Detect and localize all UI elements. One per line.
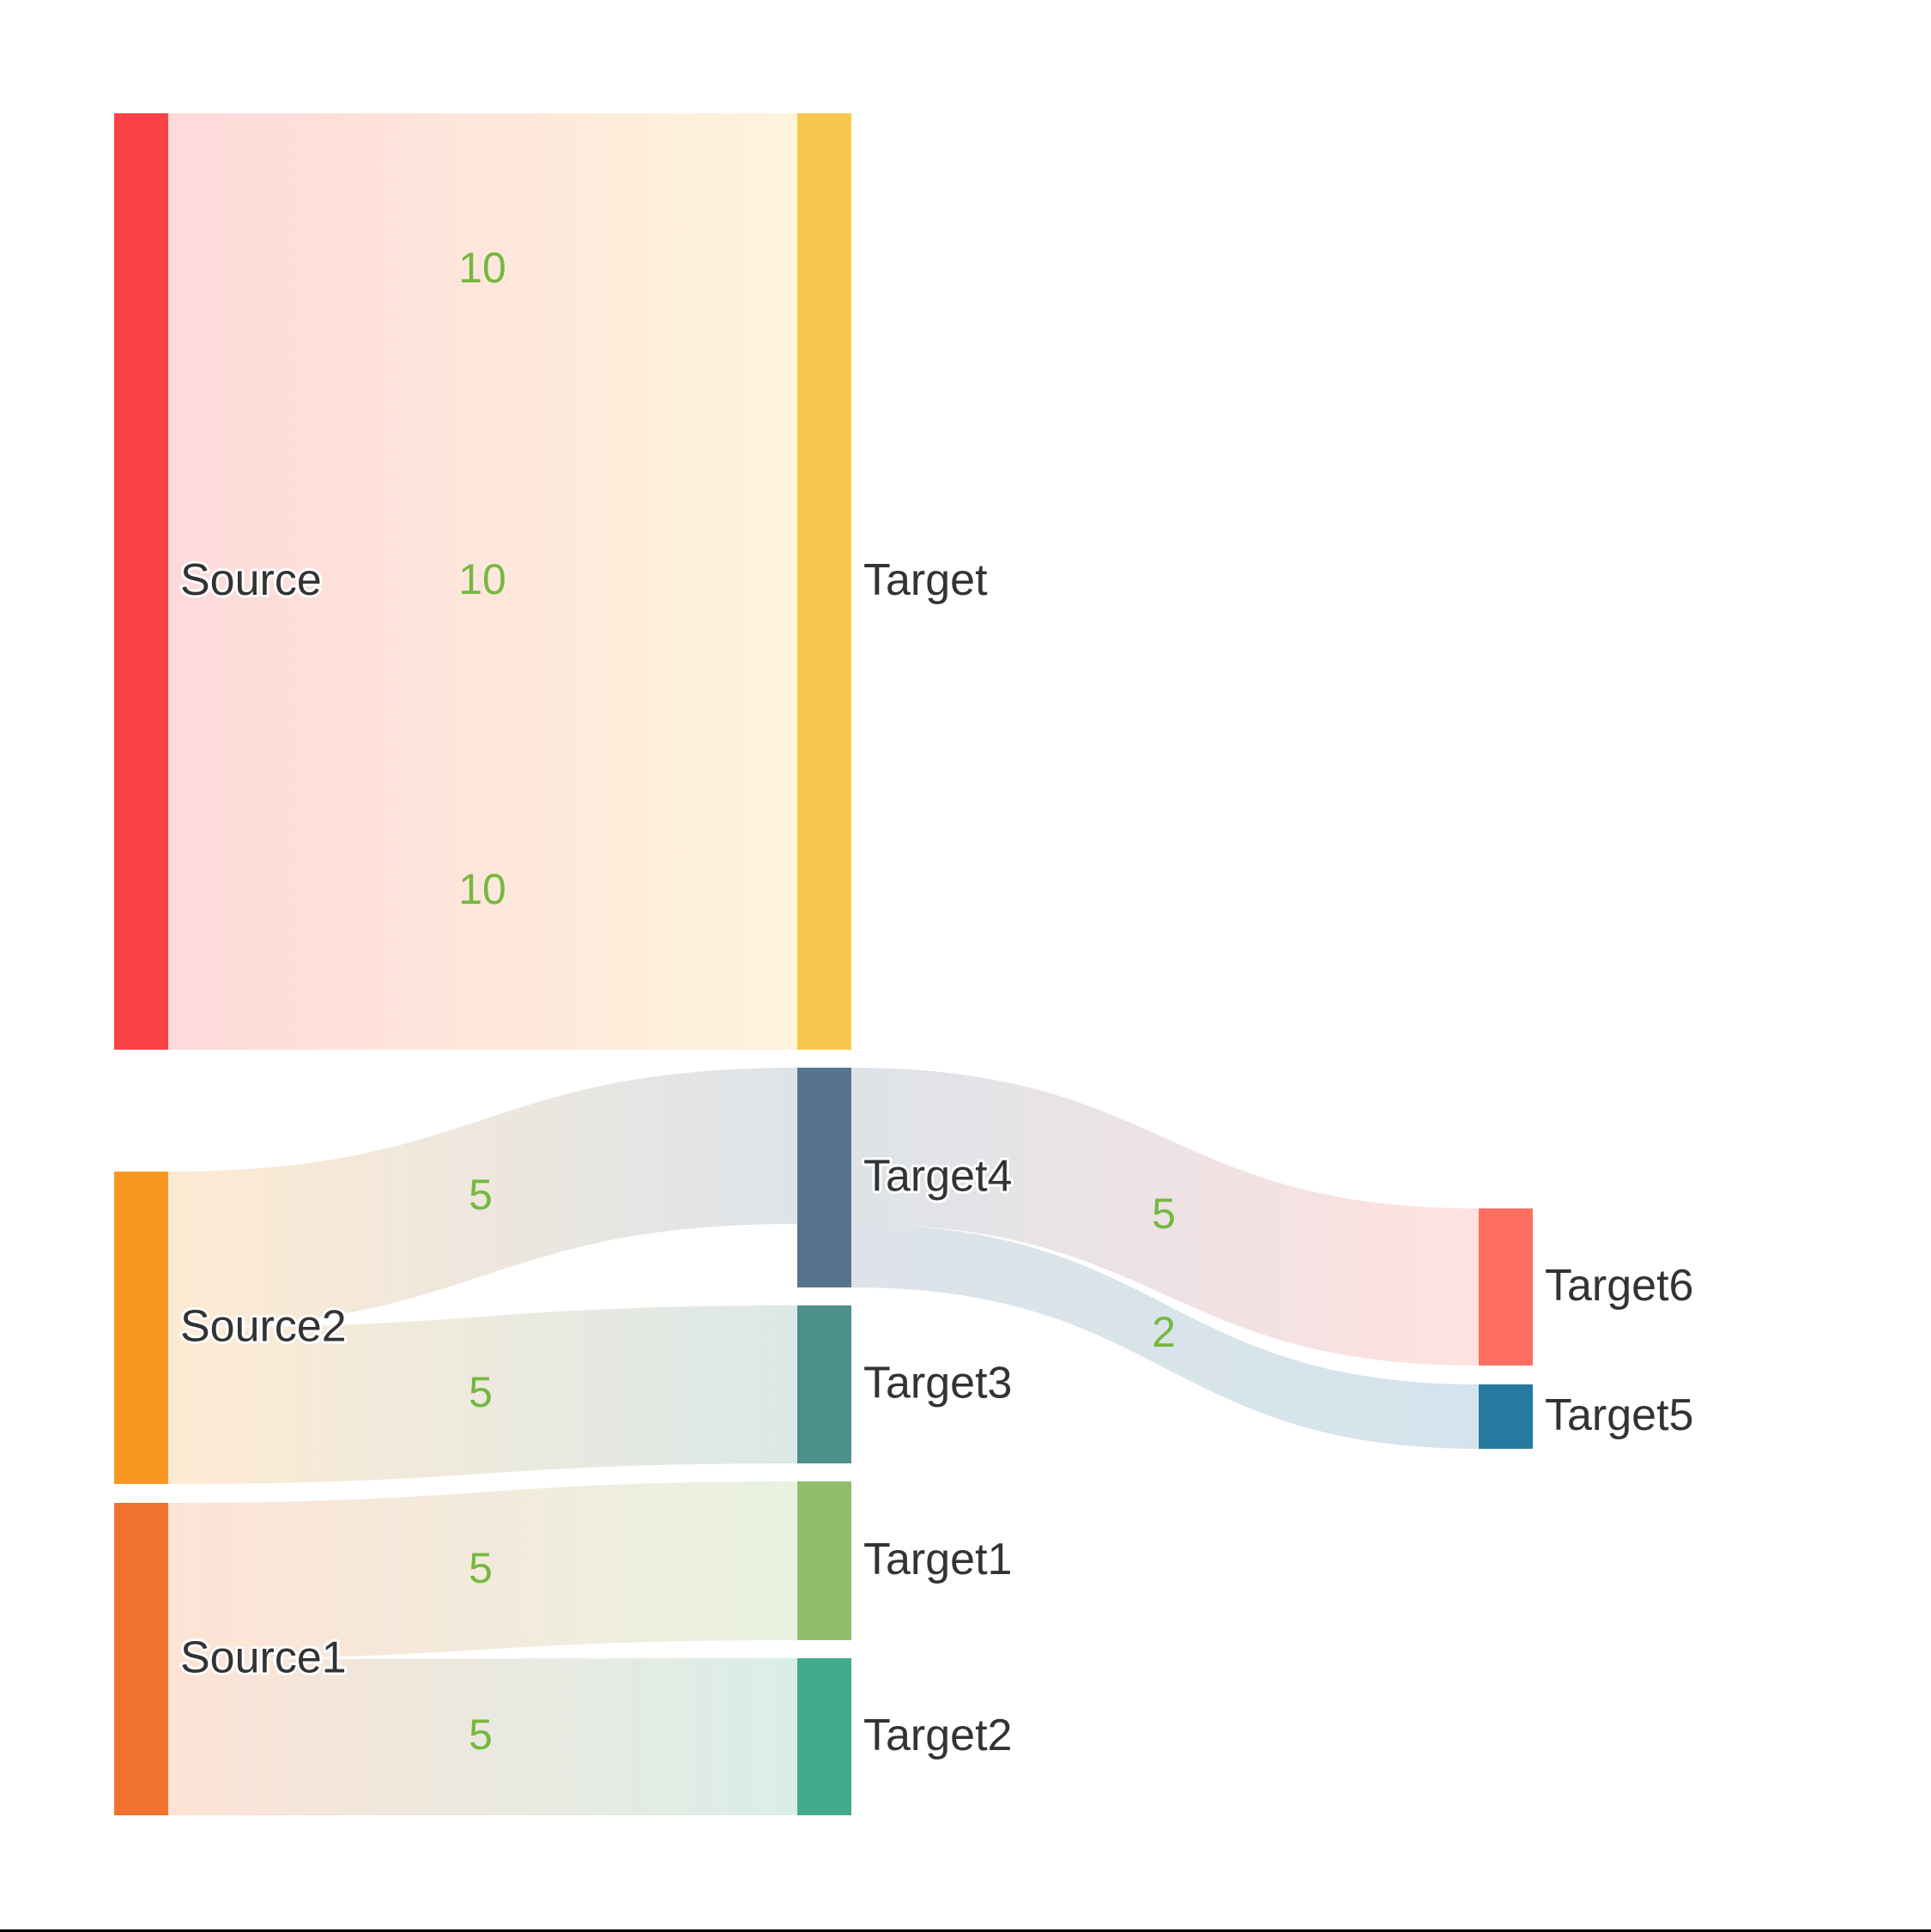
node-label-source2: Source2 bbox=[180, 1302, 347, 1352]
link-value-label: 5 bbox=[469, 1544, 493, 1592]
node-target3[interactable] bbox=[797, 1305, 851, 1463]
link-source1-to-target2[interactable] bbox=[168, 1658, 797, 1815]
node-label-target4: Target4 bbox=[863, 1152, 1012, 1202]
node-target1[interactable] bbox=[797, 1481, 851, 1640]
node-source1[interactable] bbox=[114, 1503, 168, 1815]
node-label-target2: Target2 bbox=[863, 1711, 1012, 1760]
link-value-label: 10 bbox=[458, 244, 506, 292]
node-label-source1: Source1 bbox=[180, 1633, 347, 1683]
link-target4-to-target5[interactable] bbox=[851, 1224, 1479, 1449]
link-labels-layer: 10 10 10 5 5 5 5 5 2 bbox=[458, 244, 1176, 1759]
link-value-label: 10 bbox=[458, 555, 506, 603]
bottom-border bbox=[0, 1929, 1931, 1932]
link-source-to-target[interactable] bbox=[168, 113, 797, 426]
link-source-to-target[interactable] bbox=[168, 738, 797, 1050]
link-source2-to-target4[interactable] bbox=[168, 1068, 797, 1328]
node-source[interactable] bbox=[114, 113, 168, 1050]
node-label-target3: Target3 bbox=[863, 1359, 1012, 1408]
node-label-target6: Target6 bbox=[1545, 1261, 1693, 1311]
link-value-label: 5 bbox=[469, 1711, 493, 1759]
node-target4[interactable] bbox=[797, 1068, 851, 1287]
node-source2[interactable] bbox=[114, 1172, 168, 1484]
link-value-label: 2 bbox=[1152, 1308, 1176, 1356]
link-target4-to-target6[interactable] bbox=[851, 1068, 1479, 1366]
link-value-label: 5 bbox=[469, 1171, 493, 1219]
nodes-layer bbox=[114, 113, 1533, 1815]
node-target6[interactable] bbox=[1479, 1208, 1533, 1366]
node-target[interactable] bbox=[797, 113, 851, 1050]
node-label-target1: Target1 bbox=[863, 1535, 1012, 1584]
node-label-target5: Target5 bbox=[1545, 1390, 1693, 1440]
link-source-to-target[interactable] bbox=[168, 426, 797, 738]
node-target5[interactable] bbox=[1479, 1384, 1533, 1449]
node-target2[interactable] bbox=[797, 1658, 851, 1815]
node-labels-layer: Source Source2 Source1 Target Target4 Target3… bbox=[178, 553, 1696, 1763]
node-label-source: Source bbox=[180, 555, 322, 605]
link-source1-to-target1[interactable] bbox=[168, 1481, 797, 1659]
link-value-label: 5 bbox=[469, 1368, 493, 1416]
node-label-target: Target bbox=[863, 555, 988, 605]
link-value-label: 10 bbox=[458, 865, 506, 913]
links-layer bbox=[168, 113, 1479, 1815]
link-value-label: 5 bbox=[1152, 1190, 1176, 1238]
link-source2-to-target3[interactable] bbox=[168, 1305, 797, 1484]
